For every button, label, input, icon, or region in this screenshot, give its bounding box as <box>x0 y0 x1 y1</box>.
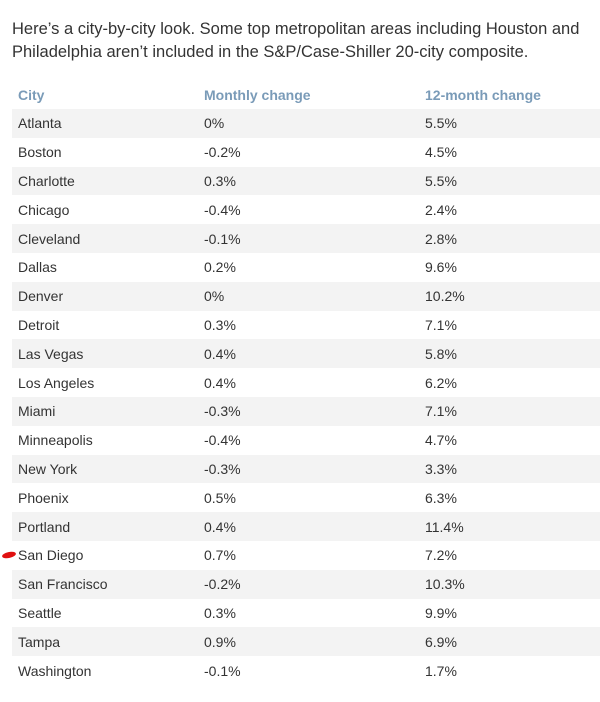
table-row: Minneapolis -0.4% 4.7% <box>12 425 600 455</box>
cell-12-month-change: 9.6% <box>419 252 600 282</box>
cell-12-month-change: 6.3% <box>419 483 600 513</box>
table-row: Denver 0% 10.2% <box>12 281 600 311</box>
cell-monthly-change: 0.4% <box>198 339 419 369</box>
cell-monthly-change: -0.3% <box>198 396 419 426</box>
cell-12-month-change: 10.3% <box>419 569 600 599</box>
table-row: Los Angeles 0.4% 6.2% <box>12 368 600 397</box>
cell-monthly-change: 0.4% <box>198 368 419 397</box>
cell-monthly-change: 0.5% <box>198 483 419 513</box>
cell-city: Denver <box>12 281 198 311</box>
cell-city: Las Vegas <box>12 339 198 369</box>
cell-city: Minneapolis <box>12 425 198 455</box>
cell-city: Miami <box>12 396 198 426</box>
cell-monthly-change: 0% <box>198 109 419 138</box>
cell-city: Portland <box>12 512 198 541</box>
table-row: Cleveland -0.1% 2.8% <box>12 224 600 253</box>
cell-12-month-change: 2.8% <box>419 224 600 253</box>
cell-city: Cleveland <box>12 224 198 253</box>
table-row: Charlotte 0.3% 5.5% <box>12 166 600 196</box>
cell-city: New York <box>12 454 198 484</box>
table-row: Portland 0.4% 11.4% <box>12 512 600 541</box>
cell-12-month-change: 7.2% <box>419 540 600 570</box>
cell-city: Boston <box>12 137 198 167</box>
cell-city: Washington <box>12 656 198 685</box>
table-row: Detroit 0.3% 7.1% <box>12 310 600 340</box>
cell-12-month-change: 5.5% <box>419 109 600 138</box>
cell-monthly-change: 0.3% <box>198 598 419 628</box>
cell-12-month-change: 6.9% <box>419 627 600 657</box>
cell-12-month-change: 4.5% <box>419 137 600 167</box>
cell-monthly-change: 0.3% <box>198 310 419 340</box>
cell-12-month-change: 5.8% <box>419 339 600 369</box>
table-row: Atlanta 0% 5.5% <box>12 109 600 138</box>
cell-city: Chicago <box>12 195 198 225</box>
intro-paragraph: Here’s a city-by-city look. Some top met… <box>12 20 580 61</box>
cell-monthly-change: 0.7% <box>198 540 419 570</box>
cell-city: Charlotte <box>12 166 198 196</box>
cell-monthly-change: 0.9% <box>198 627 419 657</box>
cell-monthly-change: -0.4% <box>198 425 419 455</box>
cell-monthly-change: 0.2% <box>198 252 419 282</box>
cell-city: Dallas <box>12 252 198 282</box>
cell-monthly-change: -0.4% <box>198 195 419 225</box>
header-monthly-change: Monthly change <box>204 87 311 103</box>
table-row: Las Vegas 0.4% 5.8% <box>12 339 600 369</box>
cell-city: San Francisco <box>12 569 198 599</box>
cell-12-month-change: 2.4% <box>419 195 600 225</box>
cutoff-heading-fragment <box>12 0 232 4</box>
table-row: Seattle 0.3% 9.9% <box>12 598 600 628</box>
cell-12-month-change: 11.4% <box>419 512 600 541</box>
cell-city: Phoenix <box>12 483 198 513</box>
table-body: Atlanta 0% 5.5% Boston -0.2% 4.5% Charlotte 0.3… <box>12 109 600 685</box>
table-row: Phoenix 0.5% 6.3% <box>12 483 600 513</box>
table-row: Miami -0.3% 7.1% <box>12 396 600 426</box>
cell-city: Los Angeles <box>12 368 198 397</box>
header-city: City <box>18 87 45 103</box>
cell-monthly-change: -0.3% <box>198 454 419 484</box>
cell-city: Tampa <box>12 627 198 657</box>
cell-city: Detroit <box>12 310 198 340</box>
cell-12-month-change: 6.2% <box>419 368 600 397</box>
table-row: Boston -0.2% 4.5% <box>12 137 600 167</box>
cell-monthly-change: -0.1% <box>198 224 419 253</box>
cell-12-month-change: 7.1% <box>419 396 600 426</box>
cell-12-month-change: 10.2% <box>419 281 600 311</box>
header-12-month-change: 12-month change <box>425 87 541 103</box>
cell-12-month-change: 1.7% <box>419 656 600 685</box>
cell-city: Atlanta <box>12 109 198 138</box>
cell-monthly-change: 0.3% <box>198 166 419 196</box>
city-price-change-table: City Monthly change 12-month change Atla… <box>12 81 600 685</box>
cell-12-month-change: 5.5% <box>419 166 600 196</box>
cell-12-month-change: 9.9% <box>419 598 600 628</box>
table-row: Tampa 0.9% 6.9% <box>12 627 600 657</box>
cell-monthly-change: -0.2% <box>198 137 419 167</box>
table-row: Washington -0.1% 1.7% <box>12 656 600 685</box>
cell-12-month-change: 4.7% <box>419 425 600 455</box>
cell-city: San Diego <box>12 540 198 570</box>
cell-monthly-change: -0.2% <box>198 569 419 599</box>
cell-monthly-change: 0.4% <box>198 512 419 541</box>
table-row: San Francisco -0.2% 10.3% <box>12 569 600 599</box>
cell-city: Seattle <box>12 598 198 628</box>
cell-12-month-change: 7.1% <box>419 310 600 340</box>
table-row: Dallas 0.2% 9.6% <box>12 252 600 282</box>
cell-12-month-change: 3.3% <box>419 454 600 484</box>
table-row: New York -0.3% 3.3% <box>12 454 600 484</box>
table-row: San Diego 0.7% 7.2% <box>12 540 600 570</box>
table-header-row: City Monthly change 12-month change <box>12 81 600 109</box>
table-row: Chicago -0.4% 2.4% <box>12 195 600 225</box>
cell-monthly-change: 0% <box>198 281 419 311</box>
cell-monthly-change: -0.1% <box>198 656 419 685</box>
